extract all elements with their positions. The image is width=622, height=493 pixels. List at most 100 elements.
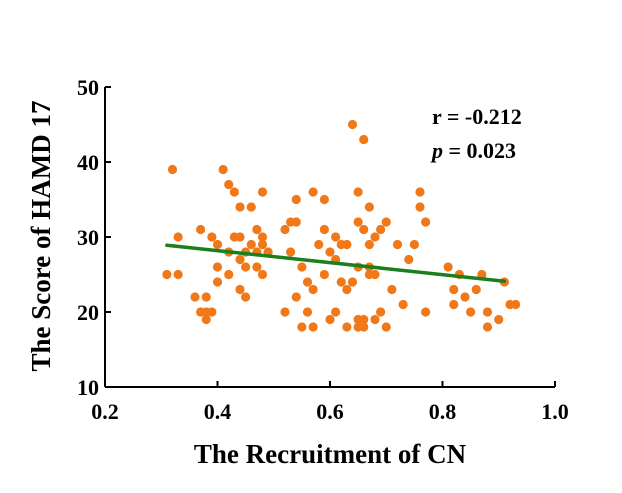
data-point <box>190 292 200 302</box>
data-point <box>460 292 470 302</box>
p-value-annotation: p = 0.023 <box>430 138 516 163</box>
data-point <box>286 247 296 257</box>
data-point <box>302 277 313 287</box>
data-point <box>370 314 380 325</box>
x-tick-label: 0.4 <box>204 399 232 424</box>
data-point <box>173 269 183 280</box>
data-point <box>325 314 335 325</box>
data-point <box>314 239 324 250</box>
data-point <box>449 299 459 310</box>
data-point <box>308 284 318 295</box>
data-point <box>511 299 521 310</box>
data-point <box>359 314 369 325</box>
regression-line <box>165 243 507 283</box>
data-point <box>246 239 256 250</box>
data-point <box>477 269 487 280</box>
data-point <box>196 224 206 235</box>
y-tick-label: 10 <box>77 375 99 400</box>
y-tick-label: 40 <box>77 150 99 175</box>
data-point <box>353 217 363 227</box>
data-point <box>235 232 245 242</box>
data-point <box>494 314 504 325</box>
data-point <box>482 322 493 332</box>
data-point <box>415 202 425 212</box>
data-point <box>392 239 403 250</box>
data-point <box>201 314 211 325</box>
data-point <box>398 299 408 310</box>
data-point <box>342 322 352 332</box>
data-point <box>257 187 268 197</box>
data-point <box>421 217 431 227</box>
data-point <box>471 284 481 295</box>
p-symbol: p <box>430 138 443 163</box>
data-point <box>359 224 369 235</box>
x-tick-label: 0.6 <box>316 399 344 424</box>
y-tick-label: 50 <box>77 75 99 100</box>
data-point <box>252 262 262 272</box>
data-point <box>302 307 313 317</box>
data-point <box>212 262 223 272</box>
axes: 0.2 0.4 0.6 0.8 1.0 10 20 30 40 50 <box>77 75 569 424</box>
data-point <box>297 322 307 332</box>
data-point <box>291 217 301 227</box>
data-point <box>364 202 374 212</box>
data-point <box>257 232 268 242</box>
data-point <box>376 307 386 317</box>
p-value-text: = 0.023 <box>443 138 516 163</box>
data-point <box>482 307 493 317</box>
data-point <box>235 202 245 212</box>
data-point <box>280 224 290 235</box>
data-point <box>336 277 346 287</box>
data-point <box>218 164 228 175</box>
data-point <box>347 119 358 130</box>
x-tick-label: 0.8 <box>429 399 457 424</box>
data-point <box>421 307 431 317</box>
x-tick-label: 1.0 <box>541 399 569 424</box>
data-point <box>319 269 329 280</box>
data-point <box>347 277 358 287</box>
trendline-group <box>165 243 507 283</box>
data-point <box>241 292 251 302</box>
data-point <box>331 307 341 317</box>
data-point <box>207 232 217 242</box>
data-point <box>212 239 223 250</box>
data-point <box>235 284 245 295</box>
data-point <box>229 187 239 197</box>
data-point <box>376 224 386 235</box>
data-point <box>173 232 183 242</box>
r-value-annotation: r = -0.212 <box>432 104 522 129</box>
data-point <box>167 164 178 175</box>
data-point <box>308 322 318 332</box>
data-point <box>443 262 453 272</box>
y-tick-label: 30 <box>77 225 99 250</box>
x-tick-label: 0.2 <box>91 399 119 424</box>
data-point <box>409 239 419 250</box>
data-point <box>224 179 234 190</box>
data-point <box>370 232 380 242</box>
data-point <box>224 269 234 280</box>
data-point <box>252 224 262 235</box>
data-point <box>381 322 391 332</box>
data-point <box>291 292 301 302</box>
y-axis-title: The Score of HAMD 17 <box>26 101 56 372</box>
data-points <box>162 119 521 332</box>
data-point <box>359 322 369 332</box>
data-point <box>449 284 459 295</box>
data-point <box>162 269 172 280</box>
data-point <box>381 217 391 227</box>
data-point <box>319 194 329 205</box>
data-point <box>364 239 374 250</box>
data-point <box>370 269 380 280</box>
data-point <box>201 292 211 302</box>
data-point <box>246 202 256 212</box>
data-point <box>404 254 414 265</box>
data-point <box>325 247 335 257</box>
data-point <box>257 269 268 280</box>
data-point <box>212 277 223 287</box>
x-axis-title: The Recruitment of CN <box>194 439 467 469</box>
data-point <box>353 187 363 197</box>
data-point <box>415 187 425 197</box>
data-point <box>235 254 245 265</box>
data-point <box>466 307 476 317</box>
